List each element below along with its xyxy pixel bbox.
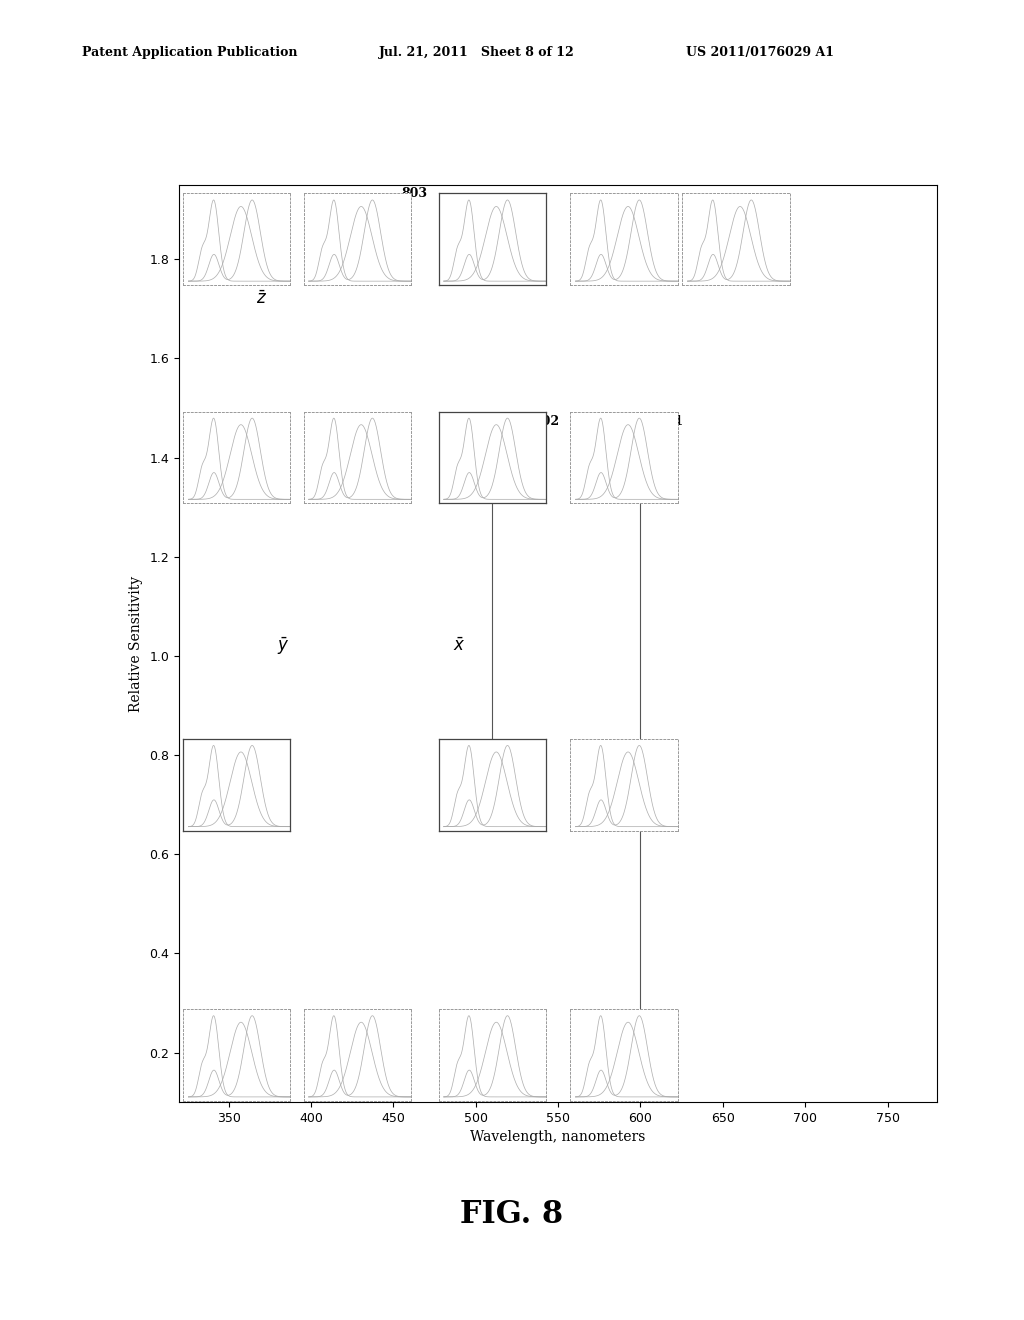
Text: US 2011/0176029 A1: US 2011/0176029 A1 [686,46,835,59]
Text: $\bar{z}$: $\bar{z}$ [256,290,267,308]
Text: Jul. 21, 2011   Sheet 8 of 12: Jul. 21, 2011 Sheet 8 of 12 [379,46,574,59]
Y-axis label: Relative Sensitivity: Relative Sensitivity [129,576,142,711]
Text: FIG. 8: FIG. 8 [461,1199,563,1230]
Text: 802: 802 [494,414,559,495]
Text: $\bar{y}$: $\bar{y}$ [276,635,289,657]
Text: 803: 803 [358,186,428,279]
Text: 801: 801 [626,414,683,495]
X-axis label: Wavelength, nanometers: Wavelength, nanometers [470,1130,646,1144]
Text: $\bar{x}$: $\bar{x}$ [453,638,466,655]
Text: Patent Application Publication: Patent Application Publication [82,46,297,59]
